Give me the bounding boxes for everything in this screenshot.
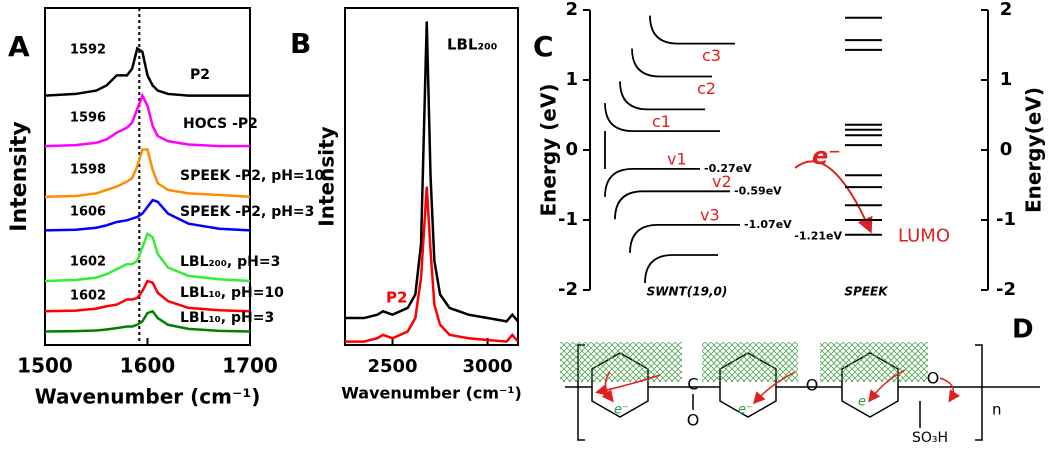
x-tick-label: 3000 <box>463 356 513 377</box>
atom: O <box>687 411 700 430</box>
spectrum <box>345 21 519 323</box>
series-label: LBL₂₀₀ <box>447 36 497 54</box>
x-axis-label: Wavenumber (cm⁻¹) <box>341 384 522 403</box>
valence-level <box>629 224 740 253</box>
y-tick-label: 2 <box>565 0 578 20</box>
y2-tick-label: 2 <box>1000 0 1013 20</box>
y2-tick-label: 0 <box>1000 139 1013 160</box>
y2-tick-label: 1 <box>1000 69 1013 90</box>
spectrum <box>44 148 251 198</box>
structure <box>560 342 1040 441</box>
atom: SO₃H <box>912 430 948 446</box>
y-axis-label: Intensity <box>315 126 339 226</box>
peak-label: 1602 <box>70 255 106 270</box>
spectrum <box>345 186 519 343</box>
level-label: c3 <box>702 46 721 65</box>
y-axis-label: Intensity <box>7 121 32 231</box>
level-label: c2 <box>697 79 716 98</box>
energy-label: -0.27eV <box>704 162 752 175</box>
x-axis-label: Wavenumber (cm⁻¹) <box>35 385 261 409</box>
transfer-arrow <box>794 160 873 234</box>
electron-label: e⁻ <box>812 142 841 170</box>
plot-frame <box>344 7 519 346</box>
conduction-level <box>649 15 735 45</box>
series-label: P2 <box>190 67 210 83</box>
peak-label: 1602 <box>70 289 106 304</box>
panel-label: D <box>1012 315 1034 345</box>
conduction-level <box>631 48 712 78</box>
valence-level <box>604 168 700 197</box>
valence-level <box>614 190 730 220</box>
energy-label: -1.07eV <box>744 218 792 231</box>
spectrum <box>44 46 250 97</box>
conduction-level <box>604 103 720 132</box>
y2-axis-label: Energy(eV) <box>1022 87 1046 213</box>
y2-tick-label: -2 <box>996 279 1016 300</box>
electron: e⁻ <box>614 403 629 418</box>
series-label: SPEEK -P2, pH=10 <box>180 168 324 184</box>
energy-label: -1.21eV <box>794 230 842 243</box>
spectrum <box>44 231 251 283</box>
series-label: SPEEK -P2, pH=3 <box>180 204 314 220</box>
atom: C <box>687 375 698 394</box>
panel-label: C <box>533 30 554 63</box>
lumo-label: LUMO <box>898 226 950 247</box>
energy-label: -0.59eV <box>734 184 782 197</box>
y-axis-label: Energy (eV) <box>537 84 561 217</box>
level-label: c1 <box>652 112 671 131</box>
level-label: v2 <box>712 172 732 191</box>
electron: e⁻ <box>858 395 873 410</box>
spectrum <box>44 198 251 232</box>
atom: O <box>806 376 819 395</box>
series-label: LBL₁₀, pH=10 <box>180 285 284 301</box>
spectrum <box>44 309 251 333</box>
repeat-index: n <box>992 401 1002 419</box>
y2-tick-label: -1 <box>996 209 1016 230</box>
x-tick-label: 1700 <box>222 354 278 378</box>
level-label: v1 <box>667 149 687 168</box>
peak-label: 1592 <box>70 43 106 58</box>
speek-name: SPEEK <box>844 285 889 299</box>
atom: O <box>927 369 940 388</box>
x-tick-label: 1600 <box>120 354 176 378</box>
conduction-level <box>619 81 705 111</box>
panel-label: A <box>8 30 30 63</box>
y-tick-label: 0 <box>565 139 578 160</box>
valence-level <box>644 254 718 284</box>
y-tick-label: 1 <box>565 69 578 90</box>
peak-label: 1598 <box>70 163 106 178</box>
x-tick-label: 2500 <box>367 356 417 377</box>
series-label: LBL₂₀₀, pH=3 <box>180 254 280 270</box>
y-tick-label: -1 <box>558 209 578 230</box>
peak-label: 1606 <box>70 205 106 220</box>
peak-label: 1596 <box>70 111 106 126</box>
series-label: P2 <box>386 289 407 307</box>
panel-label: B <box>290 27 311 60</box>
level-label: v3 <box>700 205 720 224</box>
series-label: HOCS -P2 <box>183 116 258 132</box>
swnt-name: SWNT(19,0) <box>647 285 728 299</box>
y-tick-label: -2 <box>558 279 578 300</box>
electron: e⁻ <box>738 403 753 418</box>
series-label: LBL₁₀, pH=3 <box>180 310 274 326</box>
spectrum <box>44 279 251 313</box>
spectrum <box>44 92 250 148</box>
x-tick-label: 1500 <box>17 354 73 378</box>
